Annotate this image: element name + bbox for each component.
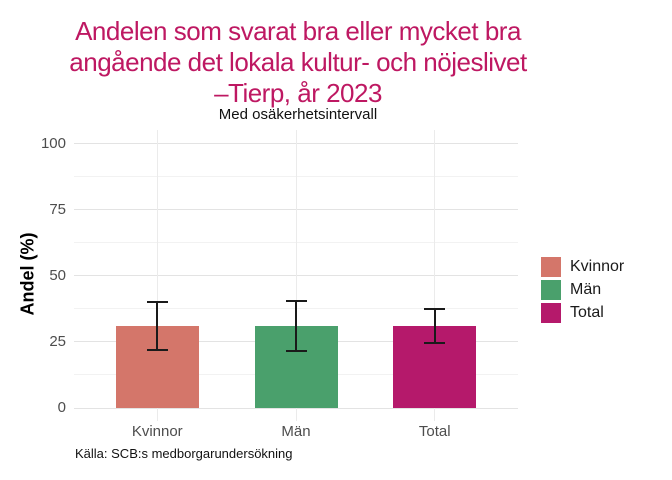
legend-swatch-kvinnor — [541, 257, 561, 277]
errorbar-cap-top-män — [285, 299, 307, 302]
y-tick-label-25: 25 — [49, 332, 66, 350]
legend-item-kvinnor: Kvinnor — [541, 257, 624, 277]
legend-swatch-män — [541, 280, 561, 300]
x-tick-label-män: Män — [281, 423, 311, 440]
y-tick-label-0: 0 — [57, 399, 66, 416]
errorbar-cap-top-total — [424, 307, 446, 310]
errorbar-cap-top-kvinnor — [146, 301, 168, 304]
errorbar-line-män — [295, 300, 297, 352]
y-tick-label-75: 75 — [49, 200, 66, 218]
legend-item-män: Män — [541, 280, 624, 300]
legend-label-kvinnor: Kvinnor — [570, 258, 625, 275]
errorbar-line-kvinnor — [156, 302, 159, 350]
errorbar-line-total — [433, 308, 436, 344]
errorbar-cap-bottom-kvinnor — [146, 348, 168, 351]
gridline-vertical-kvinnor — [156, 130, 158, 421]
gridline-vertical-män — [295, 130, 297, 421]
chart-title-line-1: Andelen som svarat bra eller mycket bra — [75, 16, 521, 46]
source-caption: Källa: SCB:s medborgarundersökning — [75, 446, 293, 461]
legend-item-total: Total — [541, 303, 624, 323]
chart-title-line-3: –Tierp, år 2023 — [214, 78, 382, 108]
chart-title: Andelen som svarat bra eller mycket bra … — [2, 16, 594, 109]
plot-panel — [74, 130, 518, 421]
legend-label-total: Total — [570, 304, 604, 321]
y-tick-label-100: 100 — [40, 134, 66, 152]
gridline-vertical-total — [434, 130, 436, 421]
legend-swatch-total — [541, 303, 561, 323]
chart-subtitle: Med osäkerhetsintervall — [218, 106, 378, 123]
legend-label-män: Män — [570, 281, 602, 298]
chart-title-line-2: angående det lokala kultur- och nöjesliv… — [69, 47, 527, 77]
errorbar-cap-bottom-total — [424, 342, 446, 345]
x-tick-label-kvinnor: Kvinnor — [131, 423, 183, 440]
errorbar-cap-bottom-män — [285, 350, 307, 353]
legend: Kvinnor Män Total — [541, 257, 624, 326]
x-tick-label-total: Total — [418, 423, 451, 440]
y-tick-label-50: 50 — [49, 266, 66, 284]
